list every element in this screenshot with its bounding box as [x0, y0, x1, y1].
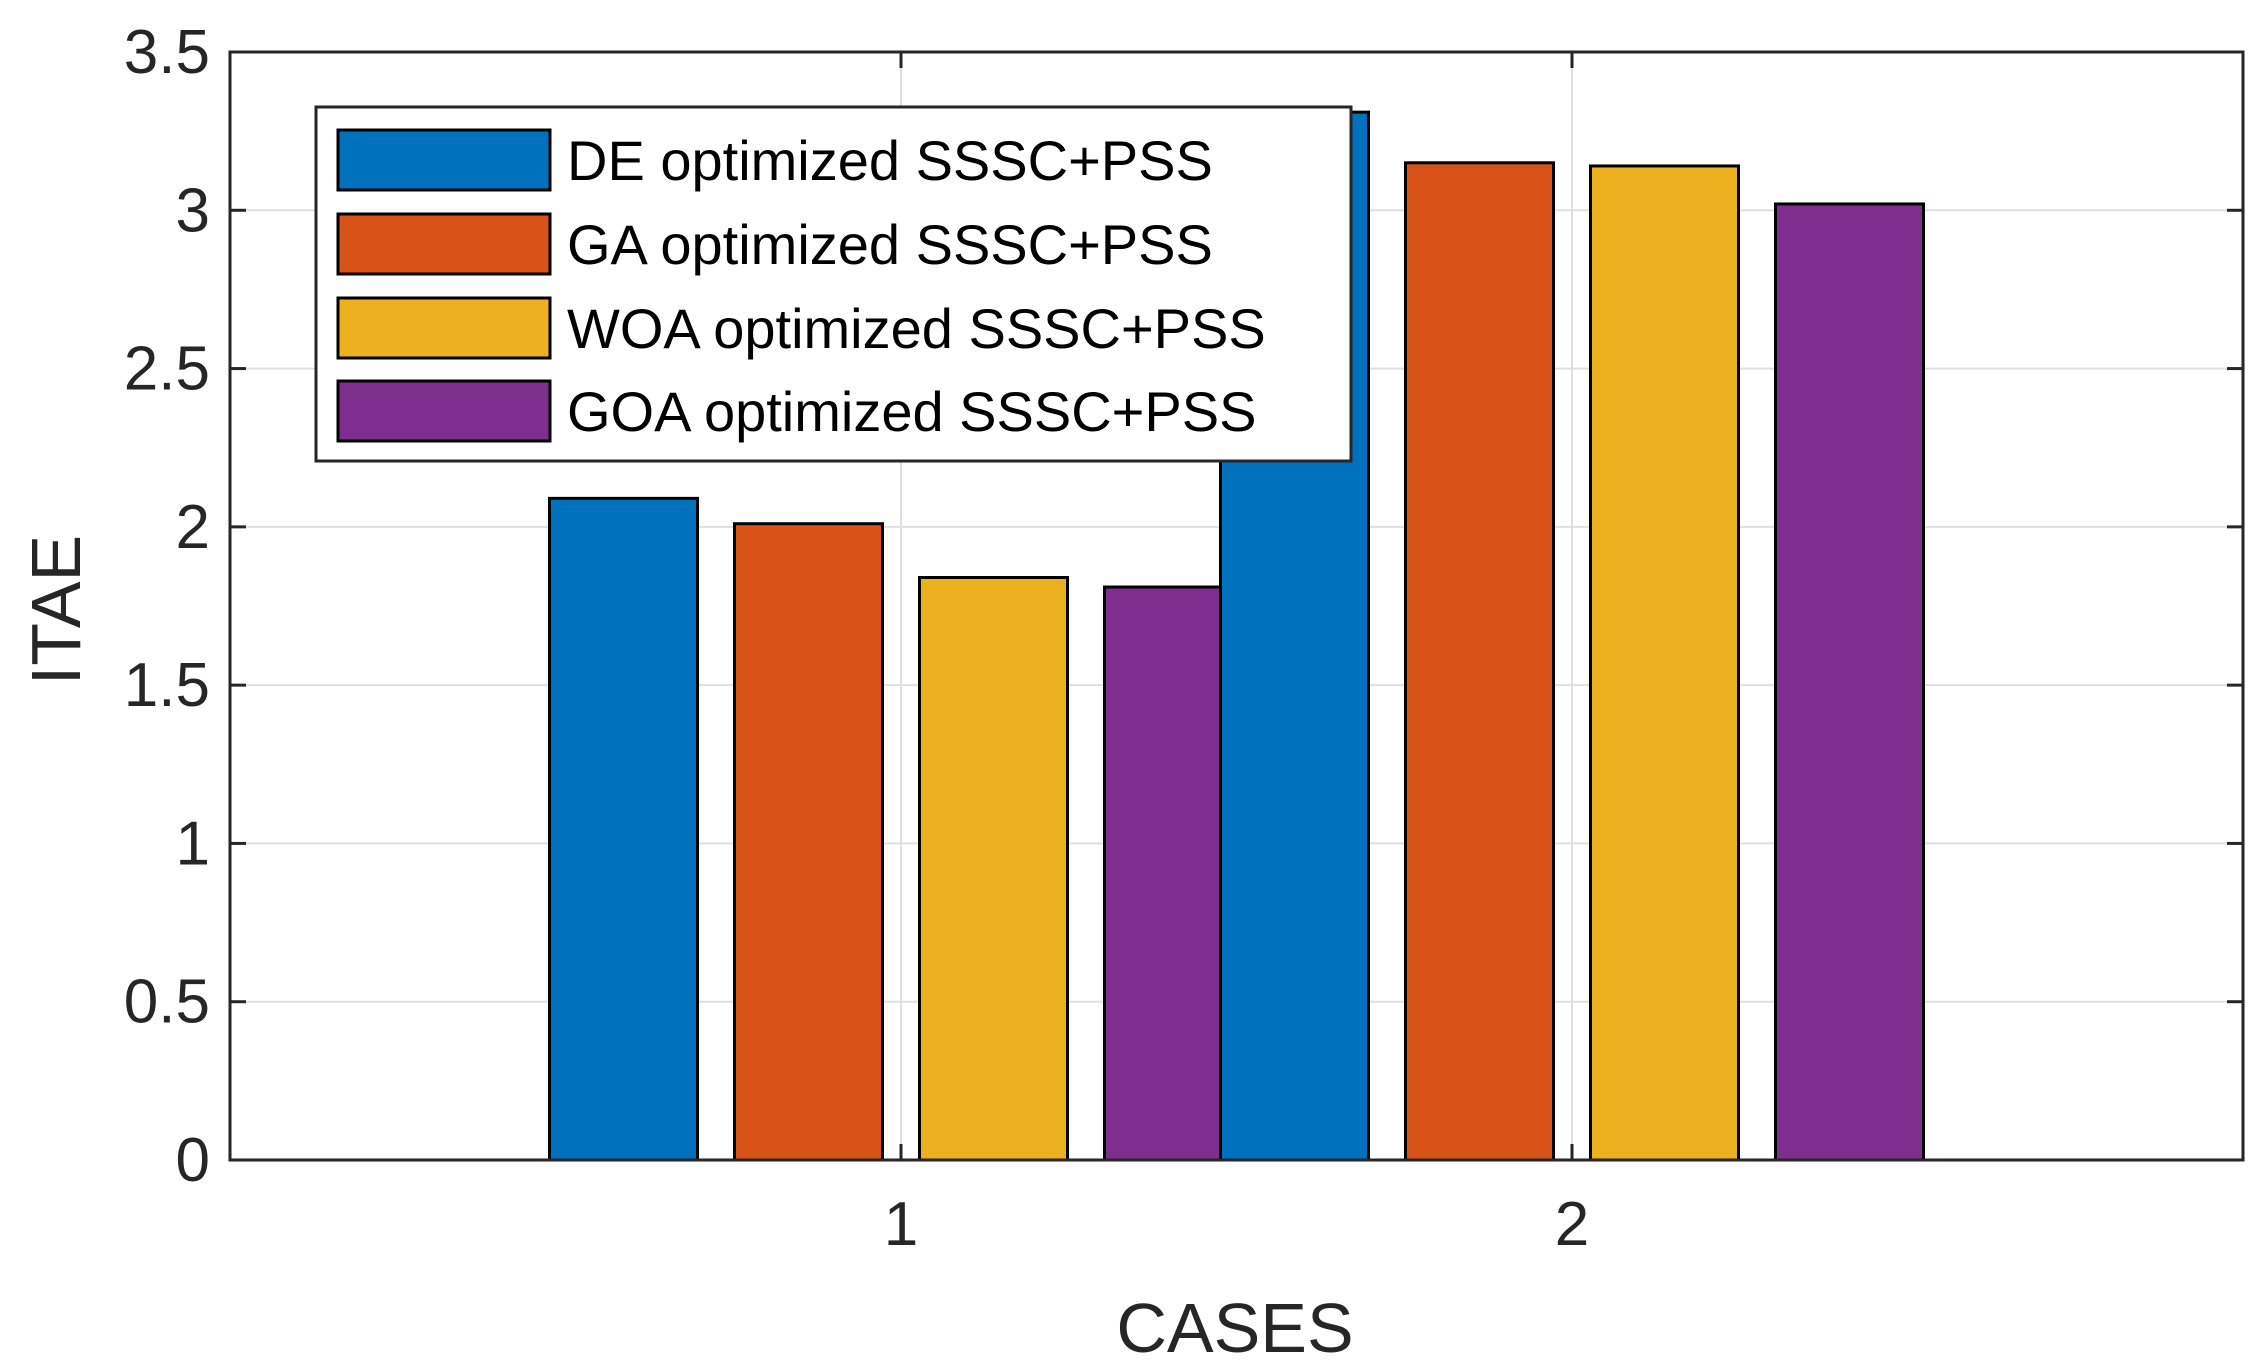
- y-tick-labels: 0 0.5 1 1.5 2 2.5 3 3.5: [124, 18, 210, 1195]
- x-tick-label: 1: [884, 1190, 918, 1259]
- y-tick-label: 1.5: [124, 651, 210, 720]
- legend-swatch-4: [336, 379, 552, 443]
- bar-series-4-case-2: [1774, 202, 1925, 1162]
- legend-label-1: DE optimized SSSC+PSS: [567, 129, 1213, 192]
- legend-items: DE optimized SSSC+PSS GA optimized SSSC+P…: [336, 128, 1266, 443]
- legend-label-2: GA optimized SSSC+PSS: [567, 213, 1213, 276]
- y-tick-label: 1: [176, 809, 210, 878]
- legend-label-3: WOA optimized SSSC+PSS: [567, 297, 1266, 360]
- y-tick-label: 2.5: [124, 335, 210, 404]
- y-axis-title: ITAE: [17, 535, 95, 685]
- legend-label-4: GOA optimized SSSC+PSS: [567, 380, 1256, 443]
- legend-swatch-3: [336, 296, 552, 360]
- legend-swatch-1: [336, 128, 552, 192]
- legend-swatch-2: [336, 212, 552, 276]
- y-tick-label: 2: [176, 493, 210, 562]
- axes-frame: [228, 50, 2245, 1162]
- bar-series-2-case-2: [1404, 161, 1555, 1162]
- y-tick-label: 0: [176, 1126, 210, 1195]
- ticks: [230, 50, 2243, 1162]
- legend: DE optimized SSSC+PSS GA optimized SSSC+P…: [314, 105, 1353, 463]
- x-tick-label: 2: [1555, 1190, 1589, 1259]
- bar-series-3-case-2: [1589, 164, 1740, 1162]
- bar-series-2-case-1: [733, 522, 884, 1162]
- bar-series-1-case-1: [548, 496, 699, 1162]
- x-axis-title: CASES: [1116, 1289, 1353, 1367]
- y-tick-label: 3: [176, 176, 210, 245]
- y-tick-label: 0.5: [124, 968, 210, 1037]
- y-tick-label: 3.5: [124, 18, 210, 87]
- bar-series-3-case-1: [918, 576, 1069, 1162]
